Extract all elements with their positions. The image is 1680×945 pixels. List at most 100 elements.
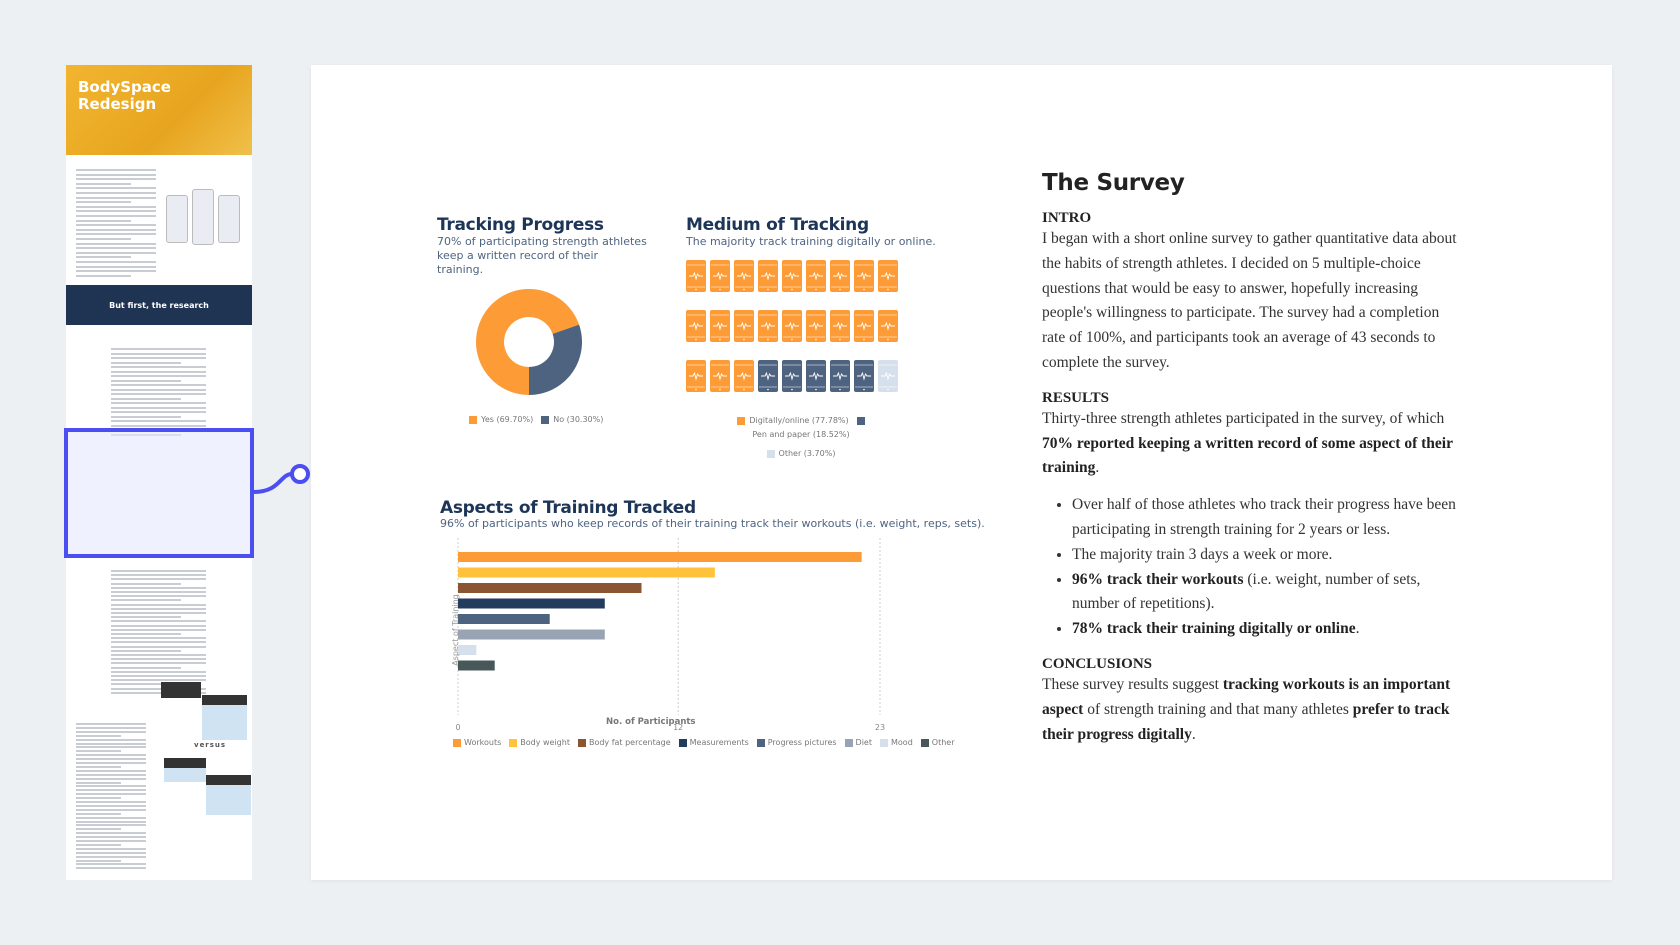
thumbnail-screenshot bbox=[206, 775, 251, 815]
text: . bbox=[1095, 459, 1100, 477]
thumbnail-text-line bbox=[76, 192, 156, 194]
thumbnail-text-line bbox=[111, 670, 206, 673]
legend-swatch-no bbox=[541, 415, 550, 424]
thumbnail-text-line bbox=[111, 658, 206, 661]
bar-diet bbox=[458, 629, 605, 640]
legend-label: Workouts bbox=[464, 738, 502, 747]
survey-text: The Survey INTRO I began with a short on… bbox=[1042, 170, 1462, 747]
thumbnail-text-line bbox=[76, 754, 146, 757]
thumbnail-text-line bbox=[111, 654, 206, 656]
thumbnail-text-line bbox=[76, 238, 131, 240]
phone-heartbeat-icon bbox=[734, 310, 754, 342]
thumbnail-text-line bbox=[111, 578, 206, 581]
phone-heartbeat-icon bbox=[758, 260, 778, 292]
legend-label: Other bbox=[931, 738, 955, 747]
donut-slice-no bbox=[529, 324, 582, 395]
legend-label: Measurements bbox=[689, 738, 749, 747]
thumbnail-text-line bbox=[111, 599, 181, 602]
tracking-donut-chart bbox=[476, 289, 582, 395]
thumbnail-screenshot bbox=[161, 682, 201, 698]
conclusions-paragraph: These survey results suggest tracking wo… bbox=[1042, 673, 1462, 747]
thumbnail-text-line bbox=[76, 178, 156, 181]
thumbnail-text-line bbox=[76, 742, 146, 745]
thumbnail-text-line bbox=[76, 793, 146, 796]
tracking-progress-subtitle: 70% of participating strength athletes k… bbox=[437, 235, 647, 276]
thumbnail-text-line bbox=[111, 411, 206, 413]
phone-heartbeat-icon bbox=[734, 360, 754, 392]
thumbnail-research-band[interactable]: But first, the research bbox=[66, 285, 252, 325]
results-list: Over half of those athletes who track th… bbox=[1072, 493, 1462, 642]
phone-heartbeat-icon bbox=[710, 260, 730, 292]
thumbnail-text-line bbox=[111, 616, 181, 619]
connector-handle[interactable] bbox=[250, 460, 320, 500]
phone-heartbeat-icon bbox=[830, 260, 850, 292]
medium-legend: Digitally/online (77.78%) Pen and paper … bbox=[691, 416, 911, 458]
list-item: The majority train 3 days a week or more… bbox=[1072, 543, 1462, 568]
phone-heartbeat-icon bbox=[854, 360, 874, 392]
thumbnail-text-line bbox=[76, 801, 146, 803]
text: . bbox=[1355, 620, 1360, 638]
thumbnail-text-line bbox=[111, 645, 206, 648]
medium-tracking-subtitle: The majority track training digitally or… bbox=[686, 235, 936, 248]
list-item: Over half of those athletes who track th… bbox=[1072, 493, 1462, 543]
phone-heartbeat-icon bbox=[806, 310, 826, 342]
thumbnail-phone-image bbox=[166, 195, 188, 243]
thumbnail-text-line bbox=[111, 375, 206, 377]
thumbnail-text-line bbox=[111, 624, 206, 627]
phone-heartbeat-icon bbox=[806, 260, 826, 292]
thumbnail-text-line bbox=[76, 205, 156, 208]
medium-pictogram bbox=[686, 260, 906, 400]
legend-swatch bbox=[756, 738, 765, 747]
page-detail-card: Tracking Progress 70% of participating s… bbox=[311, 65, 1612, 880]
text-bold: 70% reported keeping a written record of… bbox=[1042, 434, 1453, 477]
thumbnail-text-line bbox=[76, 242, 156, 245]
thumbnail-text-line bbox=[111, 370, 206, 373]
thumbnail-text-line bbox=[76, 769, 146, 772]
thumbnail-screenshot bbox=[202, 695, 247, 740]
donut-slice-yes bbox=[476, 289, 580, 395]
thumbnail-text-line bbox=[76, 836, 146, 839]
thumbnail-text-line bbox=[111, 607, 206, 610]
thumbnail-text-line bbox=[111, 384, 206, 386]
thumbnail-text-line bbox=[76, 804, 146, 807]
bar-progress-pictures bbox=[458, 614, 550, 624]
legend-yes: Yes (69.70%) bbox=[481, 415, 534, 424]
bar-workouts bbox=[458, 552, 862, 562]
thumbnail-text-line bbox=[76, 773, 146, 776]
thumbnail-hero-banner[interactable]: BodySpace Redesign bbox=[66, 65, 252, 155]
thumbnail-text-line bbox=[76, 785, 146, 788]
legend-label: Diet bbox=[855, 738, 872, 747]
text-bold: tracking workouts is an important aspect bbox=[1042, 675, 1451, 718]
selected-thumbnail-highlight[interactable] bbox=[64, 428, 254, 558]
phone-heartbeat-icon bbox=[782, 310, 802, 342]
thumbnail-text-line bbox=[76, 808, 146, 811]
text: (i.e. weight, number of sets, number of … bbox=[1072, 570, 1421, 613]
thumbnail-text-line bbox=[111, 595, 206, 598]
bar-measurements bbox=[458, 598, 605, 609]
legend-digital: Digitally/online (77.78%) bbox=[749, 416, 849, 425]
bar-body-weight bbox=[458, 567, 715, 578]
thumbnail-text-line bbox=[76, 824, 146, 827]
thumbnail-text-line bbox=[76, 797, 121, 800]
thumbnail-text-line bbox=[111, 691, 206, 694]
thumbnail-text-line bbox=[76, 832, 146, 835]
legend-swatch bbox=[920, 738, 929, 747]
thumbnail-text-line bbox=[76, 730, 146, 733]
thumbnail-text-line bbox=[76, 758, 146, 761]
thumbnail-text-line bbox=[76, 843, 121, 846]
thumbnail-text-line bbox=[76, 274, 131, 277]
thumbnail-text-line bbox=[76, 723, 146, 725]
legend-swatch bbox=[880, 738, 888, 747]
thumbnail-text-line bbox=[111, 361, 181, 364]
thumbnail-text-line bbox=[76, 247, 156, 250]
text-bold: 96% track their workouts bbox=[1072, 570, 1244, 588]
thumbnail-text-line bbox=[76, 173, 156, 176]
phone-heartbeat-icon bbox=[758, 360, 778, 392]
legend-label: Progress pictures bbox=[767, 738, 837, 747]
thumbnail-text-line bbox=[111, 388, 206, 391]
thumbnail-text-line bbox=[76, 840, 146, 842]
phone-heartbeat-icon bbox=[878, 310, 898, 342]
thumbnail-text-line bbox=[76, 859, 121, 862]
thumbnail-text-line bbox=[76, 261, 156, 263]
thumbnail-screenshot bbox=[164, 758, 206, 782]
